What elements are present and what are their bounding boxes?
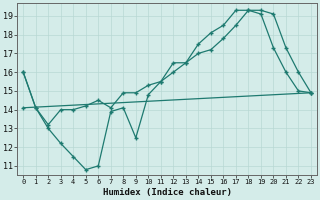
X-axis label: Humidex (Indice chaleur): Humidex (Indice chaleur) [103, 188, 232, 197]
